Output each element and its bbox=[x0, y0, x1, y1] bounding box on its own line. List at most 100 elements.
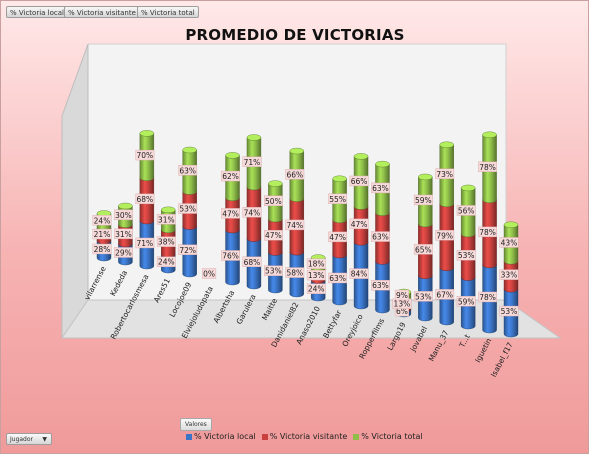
data-label-bg-4-2 bbox=[156, 236, 176, 247]
data-label-bg-20-2 bbox=[499, 269, 519, 280]
data-label-bg-12-2 bbox=[328, 231, 348, 243]
legend-swatch-visitante bbox=[261, 433, 268, 440]
data-label-7-2: 47% bbox=[222, 209, 239, 218]
chevron-down-icon: ▼ bbox=[42, 436, 47, 443]
data-label-bg-18-1 bbox=[456, 296, 476, 307]
data-label-bg-9-1 bbox=[263, 265, 283, 276]
data-label-bg-13-1 bbox=[349, 268, 369, 279]
data-label-12-2: 47% bbox=[329, 233, 346, 242]
data-label-bg-14-1 bbox=[371, 279, 390, 291]
bar-12-series-3-top bbox=[332, 175, 347, 182]
data-label-bg-12-3 bbox=[328, 193, 348, 204]
bar-14-series-3-top bbox=[375, 160, 390, 168]
data-label-bg-15-3 bbox=[394, 289, 409, 301]
bar-18-series-3-top bbox=[460, 184, 476, 192]
data-label-16-3: 59% bbox=[415, 196, 432, 205]
data-label-11-2: 13% bbox=[308, 271, 325, 280]
bar-5-series-3-top bbox=[182, 146, 197, 154]
data-label-1-2: 21% bbox=[94, 230, 111, 239]
data-label-bg-2-1 bbox=[114, 247, 133, 258]
bar-17-series-3-top bbox=[439, 141, 454, 148]
bar-13-series-3-top bbox=[353, 153, 369, 160]
data-label-bg-18-3 bbox=[456, 205, 476, 216]
bar-16-series-3-top bbox=[418, 173, 433, 181]
legend-item-visitante: % Victoria visitante bbox=[261, 432, 347, 441]
data-label-bg-1-2 bbox=[92, 228, 112, 240]
data-label-12-3: 55% bbox=[329, 195, 346, 204]
bar-19-series-3-top bbox=[482, 131, 497, 138]
data-label-bg-6-1 bbox=[202, 268, 217, 279]
legend-label-total: % Victoria total bbox=[361, 432, 423, 441]
bar-8-series-3-top bbox=[246, 134, 262, 141]
chart-legend: % Victoria local % Victoria visitante % … bbox=[186, 432, 423, 441]
data-label-2-1: 29% bbox=[115, 248, 132, 257]
data-label-19-2: 78% bbox=[479, 228, 496, 237]
data-label-17-1: 67% bbox=[436, 290, 453, 299]
data-label-19-3: 78% bbox=[479, 163, 496, 172]
data-label-bg-2-2 bbox=[114, 228, 133, 240]
data-label-bg-5-3 bbox=[178, 165, 198, 176]
legend-label-local: % Victoria local bbox=[194, 432, 256, 441]
data-label-8-3: 71% bbox=[244, 158, 261, 167]
data-label-16-2: 65% bbox=[415, 245, 432, 254]
data-label-1-3: 24% bbox=[94, 216, 111, 225]
jugador-filter-dropdown[interactable]: Jugador ▼ bbox=[6, 433, 52, 445]
data-label-bg-2-3 bbox=[114, 209, 133, 221]
bar-3-series-3-top bbox=[139, 130, 155, 137]
data-label-1-1: 28% bbox=[94, 245, 111, 254]
bar-20-series-3-top bbox=[503, 221, 519, 228]
data-label-2-2: 31% bbox=[115, 230, 132, 239]
data-label-13-2: 47% bbox=[351, 220, 368, 229]
data-label-bg-3-2 bbox=[135, 193, 155, 205]
data-label-4-1: 24% bbox=[158, 258, 175, 267]
data-label-bg-11-2 bbox=[306, 269, 326, 281]
data-label-bg-17-2 bbox=[435, 230, 455, 241]
data-label-17-3: 73% bbox=[436, 170, 453, 179]
data-label-bg-16-2 bbox=[413, 244, 433, 255]
data-label-bg-20-1 bbox=[499, 305, 519, 317]
chart-title: PROMEDIO DE VICTORIAS bbox=[185, 26, 405, 44]
data-label-4-3: 31% bbox=[158, 215, 175, 224]
data-label-19-1: 78% bbox=[479, 293, 496, 302]
data-label-17-2: 79% bbox=[436, 231, 453, 240]
data-label-12-1: 63% bbox=[329, 274, 346, 283]
data-label-10-1: 58% bbox=[286, 269, 303, 278]
data-label-9-3: 50% bbox=[265, 197, 282, 206]
data-label-15-2: 13% bbox=[394, 300, 411, 309]
data-label-bg-12-1 bbox=[328, 272, 348, 284]
data-label-5-3: 63% bbox=[179, 166, 196, 175]
data-label-10-3: 66% bbox=[286, 170, 303, 179]
data-label-bg-4-3 bbox=[156, 214, 176, 225]
data-label-bg-1-3 bbox=[92, 215, 112, 226]
data-label-20-3: 43% bbox=[501, 238, 518, 247]
data-label-18-2: 53% bbox=[458, 251, 475, 260]
legend-swatch-total bbox=[353, 433, 360, 440]
data-label-bg-19-3 bbox=[478, 161, 497, 173]
data-label-10-2: 74% bbox=[286, 221, 303, 230]
data-label-2-3: 30% bbox=[115, 211, 132, 220]
data-label-bg-17-1 bbox=[435, 289, 455, 300]
category-label-19: Iguetin bbox=[473, 337, 493, 365]
data-label-15-1: 6% bbox=[396, 307, 408, 316]
data-label-bg-7-2 bbox=[221, 208, 240, 219]
data-label-18-3: 56% bbox=[458, 206, 475, 215]
data-label-9-2: 47% bbox=[265, 231, 282, 240]
bar-2-series-3-top bbox=[118, 202, 133, 210]
data-label-bg-3-1 bbox=[135, 237, 155, 249]
pivot-field-victoria-total[interactable]: % Victoria total bbox=[137, 6, 199, 18]
data-label-14-2: 63% bbox=[372, 233, 389, 242]
data-label-bg-3-3 bbox=[135, 149, 155, 161]
data-label-11-3: 18% bbox=[308, 260, 325, 269]
pivot-field-victoria-local[interactable]: % Victoria local bbox=[6, 6, 68, 18]
values-field-button[interactable]: Valores bbox=[180, 418, 212, 431]
data-label-bg-14-2 bbox=[371, 231, 390, 242]
data-label-20-1: 53% bbox=[501, 307, 518, 316]
data-label-bg-4-1 bbox=[156, 256, 176, 267]
data-label-18-1: 59% bbox=[458, 297, 475, 306]
data-label-bg-13-3 bbox=[349, 175, 369, 187]
data-label-bg-18-2 bbox=[456, 250, 476, 261]
data-label-bg-5-2 bbox=[178, 203, 198, 214]
data-label-13-3: 66% bbox=[351, 177, 368, 186]
data-label-14-3: 63% bbox=[372, 184, 389, 193]
data-label-15-3: 9% bbox=[396, 291, 408, 300]
